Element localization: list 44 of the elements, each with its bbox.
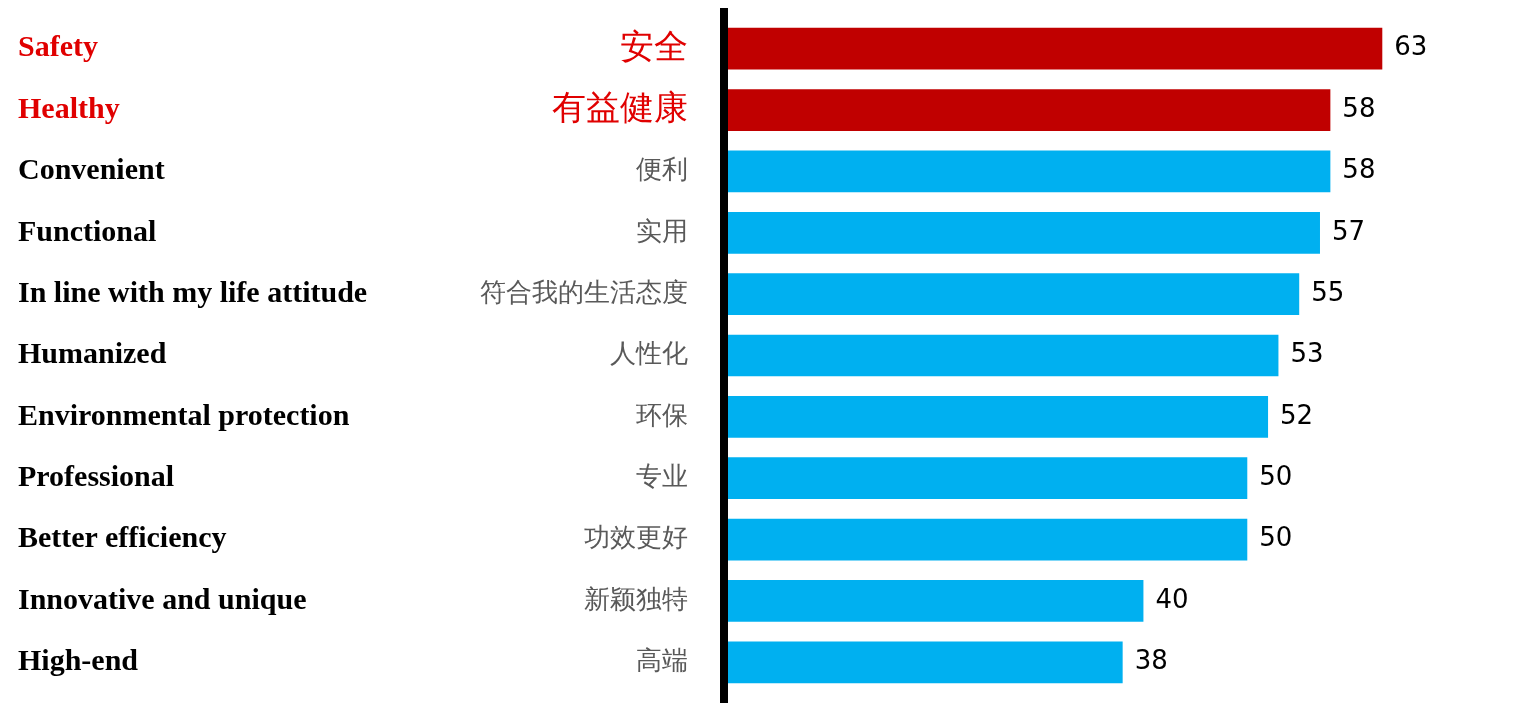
data-label: 58 — [1342, 154, 1376, 185]
data-label: 38 — [1134, 645, 1168, 676]
y2-tick-label: 功效更好 — [584, 522, 688, 553]
data-label: 63 — [1394, 31, 1428, 62]
y2-tick-label: 符合我的生活态度 — [480, 276, 688, 307]
data-label: 52 — [1280, 399, 1314, 430]
bar — [728, 150, 1331, 193]
y-tick-label: In line with my life attitude — [18, 274, 368, 308]
y-tick-label: Professional — [18, 458, 175, 492]
bar — [728, 273, 1300, 315]
y-tick-label: Better efficiency — [18, 520, 227, 554]
y2-tick-label: 安全 — [620, 25, 688, 66]
bar — [728, 580, 1144, 622]
y-tick-label: Convenient — [18, 152, 165, 186]
bar — [728, 89, 1331, 131]
data-label: 55 — [1311, 276, 1345, 307]
y2-tick-label: 环保 — [636, 399, 688, 430]
y2-tick-label: 新颖独特 — [584, 583, 688, 614]
y-tick-label: Environmental protection — [18, 397, 350, 431]
data-label: 57 — [1331, 215, 1366, 246]
y-tick-label: Healthy — [18, 90, 120, 124]
y-tick-label: Humanized — [18, 336, 167, 370]
data-label: 53 — [1290, 338, 1324, 369]
bar — [728, 518, 1248, 561]
data-label: 50 — [1259, 522, 1293, 553]
bar — [728, 641, 1123, 684]
y-tick-label: Functional — [18, 213, 157, 247]
y-tick-label: High-end — [18, 643, 139, 677]
bar — [728, 211, 1320, 254]
y2-tick-label: 实用 — [636, 215, 688, 246]
bar — [728, 27, 1383, 70]
data-label: 50 — [1259, 460, 1293, 491]
y-tick-label: Innovative and unique — [18, 581, 307, 615]
data-label: 40 — [1155, 583, 1189, 614]
y2-tick-label: 有益健康 — [552, 86, 688, 127]
y2-tick-label: 便利 — [636, 154, 688, 185]
bar — [728, 334, 1279, 377]
bar — [728, 457, 1248, 500]
bar — [728, 396, 1269, 438]
data-label: 58 — [1342, 92, 1376, 123]
y2-tick-label: 人性化 — [610, 338, 688, 369]
y-tick-label: Safety — [18, 29, 98, 63]
y2-tick-label: 专业 — [636, 460, 688, 491]
y2-tick-label: 高端 — [636, 645, 688, 676]
